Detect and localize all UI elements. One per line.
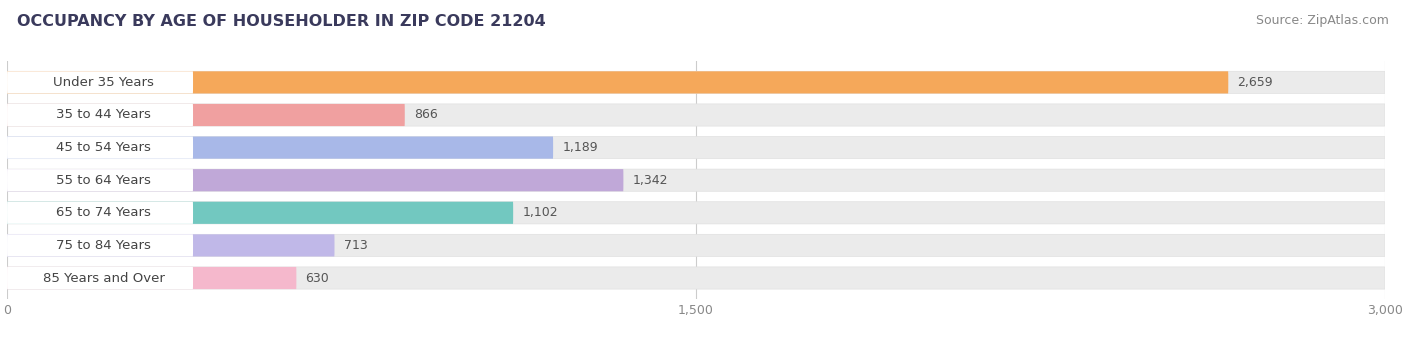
FancyBboxPatch shape	[7, 104, 405, 126]
Text: Under 35 Years: Under 35 Years	[53, 76, 155, 89]
Text: 1,189: 1,189	[562, 141, 598, 154]
FancyBboxPatch shape	[7, 71, 1229, 94]
Text: Source: ZipAtlas.com: Source: ZipAtlas.com	[1256, 14, 1389, 27]
FancyBboxPatch shape	[7, 234, 335, 256]
Text: 75 to 84 Years: 75 to 84 Years	[56, 239, 152, 252]
FancyBboxPatch shape	[7, 267, 297, 289]
Text: 35 to 44 Years: 35 to 44 Years	[56, 108, 152, 121]
FancyBboxPatch shape	[7, 137, 193, 159]
FancyBboxPatch shape	[7, 202, 1385, 224]
FancyBboxPatch shape	[7, 267, 1385, 289]
Text: 630: 630	[305, 272, 329, 285]
FancyBboxPatch shape	[7, 137, 553, 159]
Text: 866: 866	[413, 108, 437, 121]
FancyBboxPatch shape	[7, 234, 1385, 256]
FancyBboxPatch shape	[7, 267, 193, 289]
Text: 55 to 64 Years: 55 to 64 Years	[56, 174, 152, 187]
FancyBboxPatch shape	[7, 169, 623, 191]
Text: OCCUPANCY BY AGE OF HOUSEHOLDER IN ZIP CODE 21204: OCCUPANCY BY AGE OF HOUSEHOLDER IN ZIP C…	[17, 14, 546, 29]
Text: 85 Years and Over: 85 Years and Over	[42, 272, 165, 285]
FancyBboxPatch shape	[7, 104, 1385, 126]
FancyBboxPatch shape	[7, 169, 193, 191]
FancyBboxPatch shape	[7, 202, 513, 224]
Text: 1,342: 1,342	[633, 174, 668, 187]
Text: 45 to 54 Years: 45 to 54 Years	[56, 141, 152, 154]
FancyBboxPatch shape	[7, 71, 193, 94]
FancyBboxPatch shape	[7, 104, 193, 126]
Text: 65 to 74 Years: 65 to 74 Years	[56, 206, 152, 219]
FancyBboxPatch shape	[7, 234, 193, 256]
FancyBboxPatch shape	[7, 71, 1385, 94]
FancyBboxPatch shape	[7, 137, 1385, 159]
Text: 2,659: 2,659	[1237, 76, 1272, 89]
Text: 713: 713	[343, 239, 367, 252]
FancyBboxPatch shape	[7, 169, 1385, 191]
FancyBboxPatch shape	[7, 202, 193, 224]
Text: 1,102: 1,102	[523, 206, 558, 219]
